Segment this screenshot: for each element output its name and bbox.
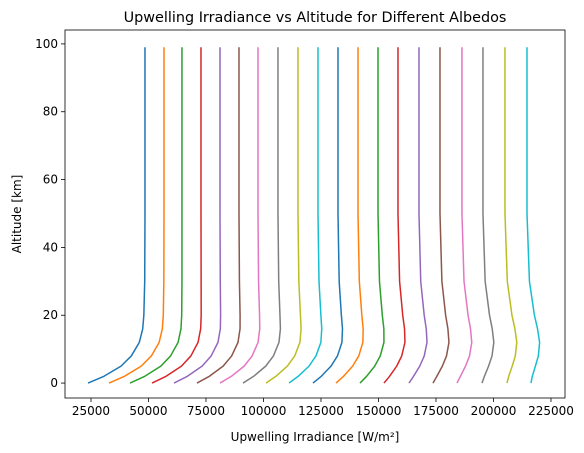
x-tick-label: 175000 [413, 404, 459, 418]
series-line [481, 47, 495, 384]
x-tick-label: 200000 [471, 404, 517, 418]
series-line [456, 47, 473, 384]
series-line [108, 47, 165, 384]
series-line [359, 47, 385, 384]
series-line [383, 47, 406, 384]
y-tick-label: 80 [43, 105, 58, 119]
series-line [242, 47, 282, 384]
y-axis-label: Altitude [km] [10, 175, 24, 254]
y-tick-label: 0 [50, 376, 58, 390]
plot-area [87, 47, 541, 384]
series-line [288, 47, 323, 384]
x-tick-label: 100000 [241, 404, 287, 418]
series-line [335, 47, 364, 384]
chart-title: Upwelling Irradiance vs Altitude for Dif… [124, 10, 507, 26]
series-line [432, 47, 450, 384]
y-tick-label: 20 [43, 308, 58, 322]
x-axis-label: Upwelling Irradiance [W/m²] [231, 430, 400, 444]
y-tick-label: 100 [35, 37, 58, 51]
series-line [526, 47, 541, 384]
x-tick-label: 125000 [298, 404, 344, 418]
y-tick-label: 60 [43, 173, 58, 187]
series-line [504, 47, 518, 384]
series-line [312, 47, 344, 384]
series-line [87, 47, 146, 384]
x-tick-label: 150000 [356, 404, 402, 418]
plot-frame [64, 29, 566, 399]
series-line [219, 47, 261, 384]
series-line [408, 47, 428, 384]
series-line [173, 47, 222, 384]
series-line [196, 47, 241, 384]
y-tick-label: 40 [43, 240, 58, 254]
series-line [151, 47, 202, 384]
x-tick-label: 75000 [187, 404, 225, 418]
x-tick-label: 50000 [129, 404, 167, 418]
x-tick-label: 225000 [528, 404, 574, 418]
series-line [129, 47, 183, 384]
x-tick-label: 25000 [72, 404, 110, 418]
series-line [265, 47, 302, 384]
